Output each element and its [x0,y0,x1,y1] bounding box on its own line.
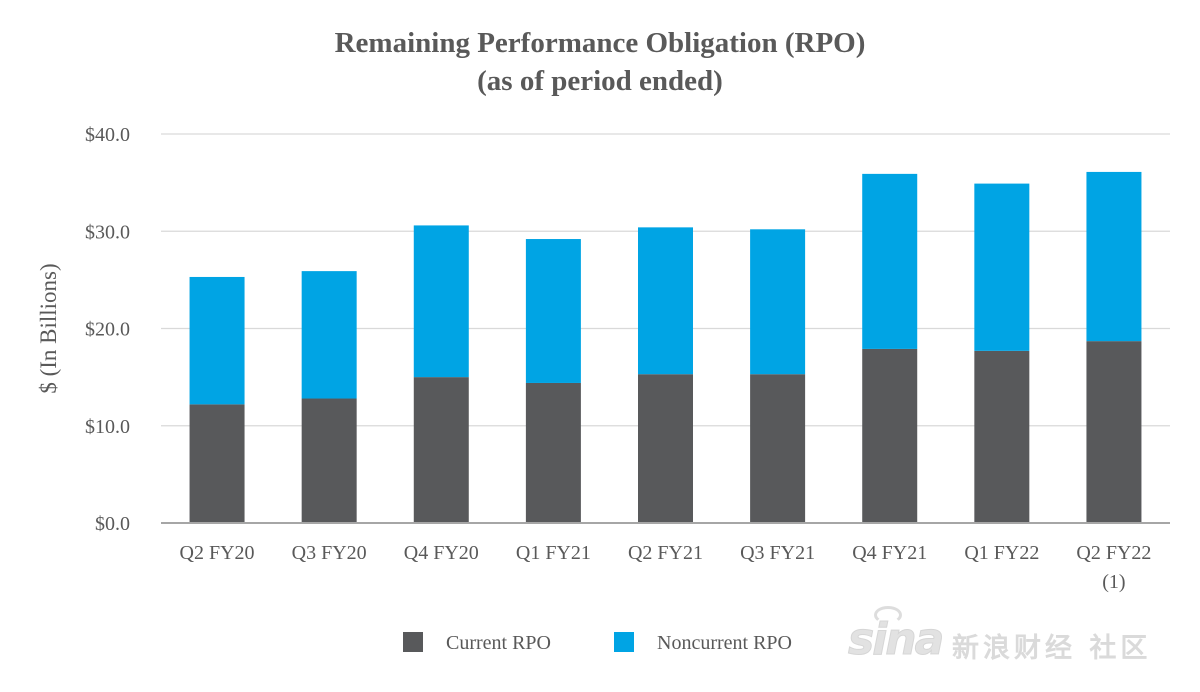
bar-current-rpo [974,350,1030,523]
sina-logo: sina [847,614,944,666]
y-tick-label: $20.0 [85,319,130,341]
bar-noncurrent-rpo [189,276,245,405]
x-tick-label: Q1 FY22 [964,542,1039,564]
sina-watermark: sina 新浪财经 社区 [847,606,1188,676]
bars [189,171,1142,523]
y-tick-label: $0.0 [95,513,130,535]
bar-current-rpo [1086,341,1142,523]
legend-swatch [614,632,634,652]
bar-current-rpo [750,374,806,523]
x-tick-label: Q2 FY20 [180,542,255,564]
x-tick-label: Q2 FY21 [628,542,703,564]
y-tick-label: $40.0 [85,124,130,146]
sina-eye-icon [874,606,902,624]
x-tick-label: Q2 FY22 [1076,542,1151,564]
bar-current-rpo [525,382,581,523]
bar-noncurrent-rpo [862,173,918,349]
bar-noncurrent-rpo [638,227,693,375]
y-tick-label: $10.0 [85,416,130,438]
chart-title: Remaining Performance Obligation (RPO) [334,27,866,59]
axes: $0.0 $10.0 $20.0 $30.0 $40.0 Q2 FY20 Q3 FY20 Q4… [36,124,1170,593]
sina-watermark-text: 新浪财经 社区 [952,633,1152,664]
bar-noncurrent-rpo [974,183,1030,351]
x-tick-label: Q4 FY21 [852,542,927,564]
x-tick-label: Q4 FY20 [404,542,479,564]
bar-current-rpo [638,374,693,523]
bar-current-rpo [413,377,469,523]
legend-swatch [403,632,423,652]
chart-subtitle: (as of period ended) [477,65,723,97]
chart-title-block: Remaining Performance Obligation (RPO) (… [0,24,1200,100]
x-tick-footnote: (1) [1102,571,1125,593]
y-tick-label: $30.0 [85,221,130,243]
bar-current-rpo [189,404,245,523]
legend-label: Noncurrent RPO [657,632,792,654]
bar-noncurrent-rpo [750,229,806,375]
bar-noncurrent-rpo [525,239,581,383]
x-tick-label: Q3 FY20 [292,542,367,564]
bar-noncurrent-rpo [1086,171,1142,342]
x-tick-label: Q3 FY21 [740,542,815,564]
bar-current-rpo [301,398,357,523]
x-tick-label: Q1 FY21 [516,542,591,564]
bar-current-rpo [862,348,918,523]
bar-noncurrent-rpo [413,225,469,378]
legend-label: Current RPO [446,632,551,654]
bar-noncurrent-rpo [301,271,357,399]
legend: Current RPO Noncurrent RPO [403,632,792,654]
y-axis-label: $ (In Billions) [36,263,61,393]
